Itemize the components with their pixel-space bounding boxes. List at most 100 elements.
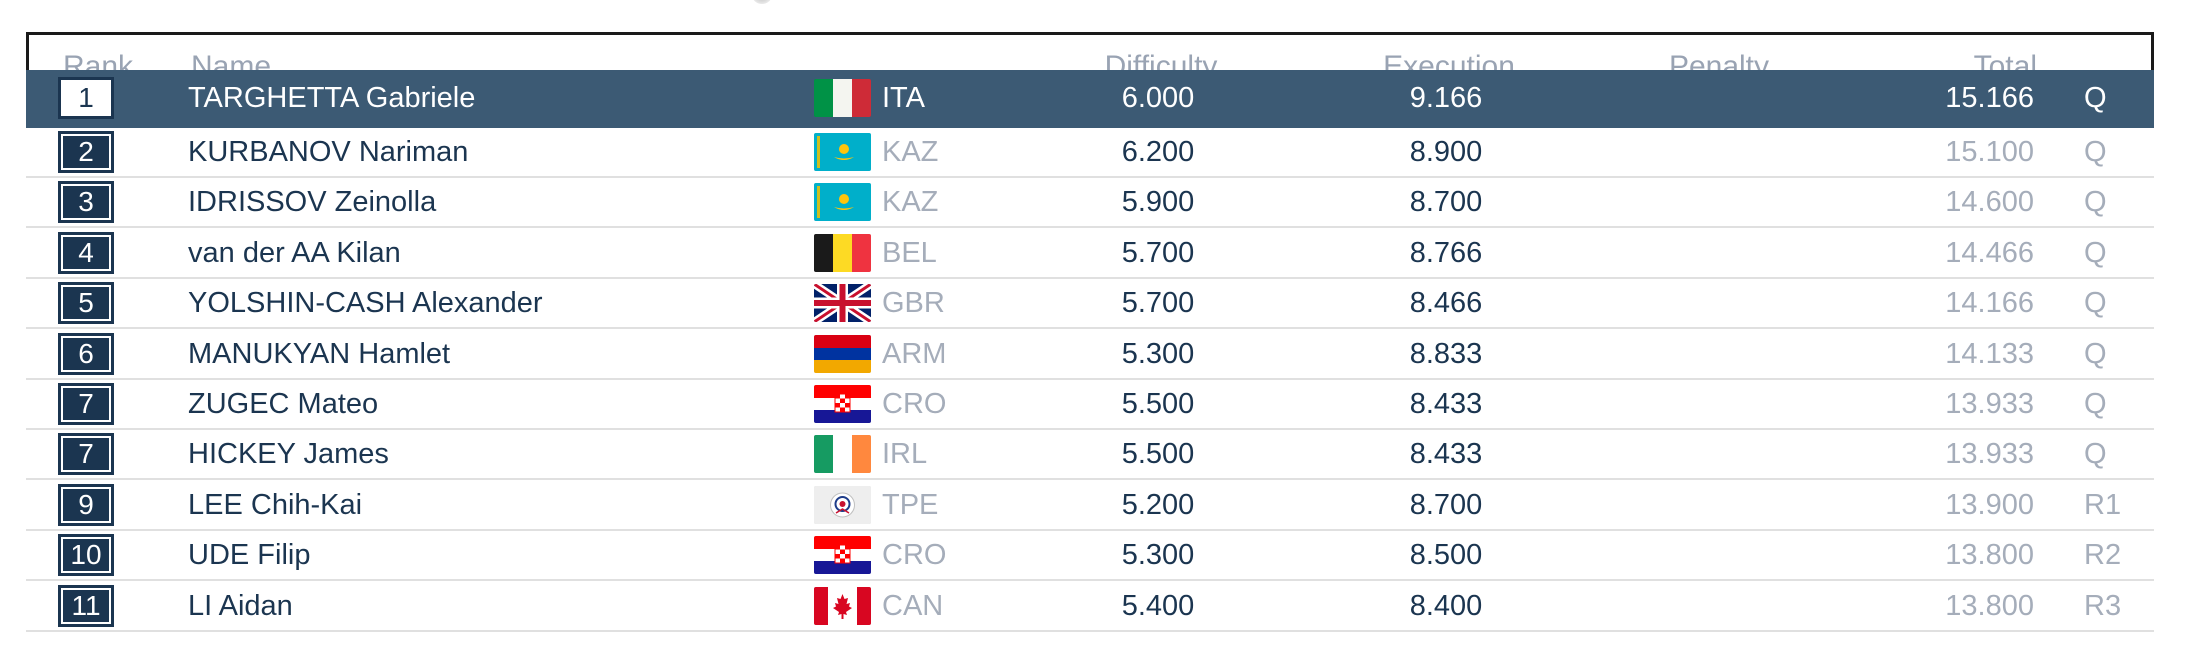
qualification-status: Q: [2084, 287, 2107, 320]
difficulty-score: 5.500: [1121, 388, 1195, 420]
rank-badge: 3: [58, 181, 114, 224]
total-score: 13.933: [1945, 388, 2034, 420]
flag-italy-icon: [814, 79, 871, 117]
athlete-name[interactable]: IDRISSOV Zeinolla: [188, 186, 437, 219]
total-score: 13.900: [1945, 488, 2034, 521]
country-code: BEL: [882, 236, 937, 269]
flag-great-britain-icon: [814, 284, 871, 323]
execution-score: 9.166: [1409, 82, 1483, 114]
flag-croatia-icon: [814, 385, 871, 423]
flag-armenia-icon: [814, 334, 871, 373]
country-code: CAN: [882, 589, 944, 622]
country-code: KAZ: [882, 136, 939, 168]
results-table: Rank Name Difficulty Execution Penalty T…: [26, 32, 2154, 656]
qualification-status: R2: [2084, 539, 2122, 572]
rank-badge: 5: [58, 282, 114, 325]
table-row[interactable]: 2 KURBANOV Nariman KAZ 6.200 8.900 15.100 Q: [26, 128, 2154, 178]
country-code: GBR: [882, 287, 945, 320]
athlete-name[interactable]: van der AA Kilan: [188, 236, 401, 269]
total-score: 14.166: [1945, 287, 2034, 320]
total-score: 13.800: [1945, 539, 2034, 572]
execution-score: 8.433: [1409, 438, 1483, 471]
qualification-status: Q: [2084, 82, 2107, 114]
execution-score: 8.400: [1409, 589, 1483, 622]
rank-badge: 7: [58, 433, 114, 476]
difficulty-score: 5.900: [1121, 186, 1195, 219]
athlete-name[interactable]: LEE Chih-Kai: [188, 488, 363, 521]
execution-score: 8.766: [1409, 236, 1483, 269]
athlete-name[interactable]: TARGHETTA Gabriele: [188, 82, 476, 114]
difficulty-score: 5.300: [1121, 539, 1195, 572]
difficulty-score: 5.700: [1121, 236, 1195, 269]
difficulty-score: 5.500: [1121, 438, 1195, 471]
qualification-status: Q: [2084, 337, 2107, 370]
flag-ireland-icon: [814, 435, 871, 474]
rank-badge: 9: [58, 483, 114, 526]
country-code: ITA: [882, 82, 925, 114]
flag-kazakhstan-icon: [814, 183, 871, 222]
country-code: IRL: [882, 438, 928, 471]
flag-chinese-taipei-icon: [814, 485, 871, 524]
execution-score: 8.833: [1409, 337, 1483, 370]
country-code: KAZ: [882, 186, 939, 219]
country-code: TPE: [882, 488, 939, 521]
athlete-name[interactable]: LI Aidan: [188, 589, 293, 622]
rank-badge: 11: [58, 584, 114, 627]
difficulty-score: 6.000: [1121, 82, 1195, 114]
qualification-status: Q: [2084, 186, 2107, 219]
flag-belgium-icon: [814, 233, 871, 272]
difficulty-score: 5.400: [1121, 589, 1195, 622]
rank-badge: 2: [58, 131, 114, 173]
total-score: 14.466: [1945, 236, 2034, 269]
rank-badge: 6: [58, 332, 114, 375]
table-row[interactable]: 3 IDRISSOV Zeinolla KAZ 5.900 8.700 14.600 Q: [26, 178, 2154, 229]
table-row[interactable]: 9 LEE Chih-Kai TPE 5.200 8.700 13.900 R1: [26, 480, 2154, 531]
difficulty-score: 5.700: [1121, 287, 1195, 320]
execution-score: 8.900: [1409, 136, 1483, 168]
rank-badge: 1: [58, 77, 114, 119]
table-row[interactable]: 6 MANUKYAN Hamlet ARM 5.300 8.833 14.133 Q: [26, 329, 2154, 380]
table-row[interactable]: 5 YOLSHIN-CASH Alexander GBR 5.700 8.466 14.1…: [26, 279, 2154, 330]
country-code: CRO: [882, 539, 947, 572]
execution-score: 8.433: [1409, 388, 1483, 420]
execution-score: 8.700: [1409, 488, 1483, 521]
qualification-status: Q: [2084, 438, 2107, 471]
rank-badge: 7: [58, 383, 114, 425]
table-row[interactable]: 1 TARGHETTA Gabriele ITA 6.000 9.166 15.166 Q: [26, 70, 2154, 128]
total-score: 14.600: [1945, 186, 2034, 219]
athlete-name[interactable]: UDE Filip: [188, 539, 311, 572]
total-score: 13.800: [1945, 589, 2034, 622]
table-row[interactable]: 7 HICKEY James IRL 5.500 8.433 13.933 Q: [26, 430, 2154, 481]
table-row[interactable]: 11 LI Aidan CAN 5.400 8.400 13.800 R3: [26, 581, 2154, 632]
table-row[interactable]: 4 van der AA Kilan BEL 5.700 8.766 14.466 Q: [26, 228, 2154, 279]
athlete-name[interactable]: YOLSHIN-CASH Alexander: [188, 287, 543, 320]
execution-score: 8.500: [1409, 539, 1483, 572]
qualification-status: R1: [2084, 488, 2122, 521]
country-code: CRO: [882, 388, 947, 420]
qualification-status: Q: [2084, 136, 2107, 168]
qualification-status: Q: [2084, 388, 2107, 420]
flag-kazakhstan-icon: [814, 133, 871, 171]
rank-badge: 10: [58, 534, 114, 577]
table-row[interactable]: 7 ZUGEC Mateo CRO 5.500 8.433 13.933 Q: [26, 380, 2154, 430]
country-code: ARM: [882, 337, 947, 370]
athlete-name[interactable]: ZUGEC Mateo: [188, 388, 379, 420]
qualification-status: Q: [2084, 236, 2107, 269]
total-score: 14.133: [1945, 337, 2034, 370]
athlete-name[interactable]: MANUKYAN Hamlet: [188, 337, 451, 370]
athlete-name[interactable]: HICKEY James: [188, 438, 389, 471]
total-score: 15.100: [1945, 136, 2034, 168]
flag-canada-icon: [814, 586, 871, 625]
rank-badge: 4: [58, 231, 114, 274]
table-row[interactable]: 10 UDE Filip CRO 5.300 8.500 13.800 R2: [26, 531, 2154, 582]
flag-croatia-icon: [814, 536, 871, 575]
difficulty-score: 6.200: [1121, 136, 1195, 168]
execution-score: 8.700: [1409, 186, 1483, 219]
total-score: 15.166: [1945, 82, 2034, 114]
total-score: 13.933: [1945, 438, 2034, 471]
difficulty-score: 5.200: [1121, 488, 1195, 521]
execution-score: 8.466: [1409, 287, 1483, 320]
qualification-status: R3: [2084, 589, 2122, 622]
athlete-name[interactable]: KURBANOV Nariman: [188, 136, 469, 168]
decorative-shadow: [752, 0, 772, 4]
